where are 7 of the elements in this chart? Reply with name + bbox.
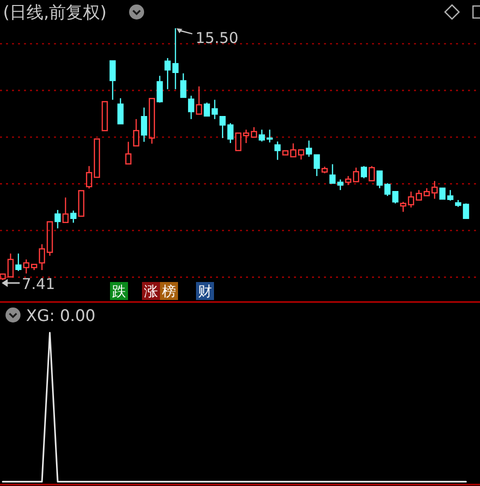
candlestick bbox=[188, 95, 194, 120]
chart-title: XG: 0.00 bbox=[26, 306, 96, 325]
candlestick bbox=[172, 28, 179, 90]
candlestick bbox=[54, 209, 61, 229]
annotation: 15.50 bbox=[195, 29, 238, 48]
chart-title: (日线,前复权) bbox=[3, 3, 107, 23]
annotation: 7.41 bbox=[22, 275, 56, 293]
